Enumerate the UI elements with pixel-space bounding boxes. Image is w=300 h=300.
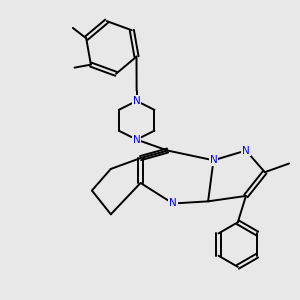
Text: N: N	[133, 96, 140, 106]
Text: N: N	[242, 146, 250, 155]
Text: N: N	[210, 155, 218, 165]
Text: N: N	[169, 199, 177, 208]
Text: N: N	[133, 135, 140, 145]
